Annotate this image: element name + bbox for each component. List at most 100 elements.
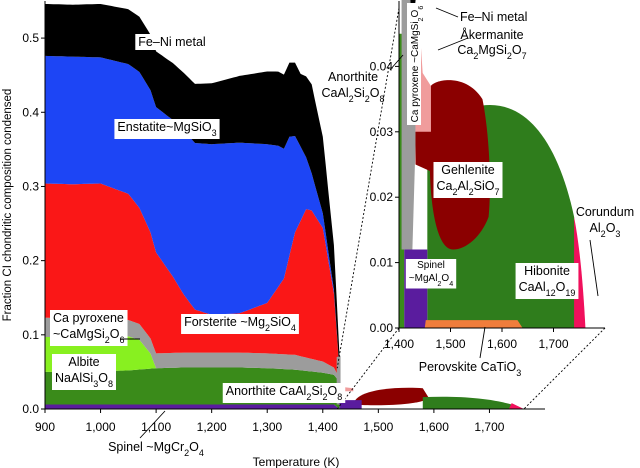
x-tick-label: 900 xyxy=(35,420,55,434)
label-text: ~MgAl2O4 xyxy=(409,273,453,288)
label-pointer xyxy=(139,410,166,439)
label-box xyxy=(135,34,209,50)
connector-line xyxy=(336,327,400,410)
x-tick-label: 1,100 xyxy=(141,420,171,434)
y-tick-label: 0.1 xyxy=(22,328,39,342)
strip-hibonite xyxy=(422,396,515,409)
label-pointer xyxy=(437,37,469,51)
label-box xyxy=(407,3,421,125)
label-text: Al2O3 xyxy=(590,221,621,239)
label-text: ~CaMgSi2O6 xyxy=(53,327,125,345)
label-pointer xyxy=(389,54,404,71)
y-tick-label: 0.5 xyxy=(22,31,39,45)
inset-x-tick-label: 1,700 xyxy=(538,337,568,351)
region-labels: Fe–Ni metal Enstatite~MgSiO3 Forsterite ~M… xyxy=(50,3,634,458)
y-axis-label: Fraction CI chondritic composition conde… xyxy=(2,89,14,322)
label-text: Anorthite CaAl2Si2O8 xyxy=(226,384,343,402)
x-tick-label: 1,000 xyxy=(86,420,116,434)
label-box xyxy=(222,383,346,403)
label-text: Anorthite xyxy=(328,70,378,84)
inset-x-tick-label: 1,600 xyxy=(487,337,517,351)
label-box xyxy=(114,119,220,139)
connector-line xyxy=(336,7,400,369)
label-anorthite: Anorthite CaAl2Si2O8 xyxy=(222,383,346,403)
inset-x-tick-label: 1,500 xyxy=(435,337,465,351)
label-text: Hibonite xyxy=(524,264,570,278)
label-text: Albite xyxy=(68,355,99,369)
strip-corundum xyxy=(508,403,524,409)
area-albite xyxy=(45,336,340,382)
axes: 900 1,000 1,100 1,200 1,300 1,400 1,500 1,600 1,… xyxy=(2,1,605,468)
high-temperature-strip xyxy=(336,355,524,409)
label-pointer xyxy=(589,239,599,297)
inset-x-tick-label: 1,400 xyxy=(384,337,414,351)
label-text: Spinel xyxy=(417,260,445,271)
label-i_ca_pyroxene: Ca pyroxene ~CaMgSi2O6 xyxy=(407,3,425,125)
label-text: Ca2Al2SiO7 xyxy=(437,179,500,197)
label-text: Fe–Ni metal xyxy=(460,10,527,24)
label-i_feni: Fe–Ni metal xyxy=(460,10,527,24)
x-axis-label: Temperature (K) xyxy=(253,455,340,468)
label-albite: Albite NaAlSi3O8 xyxy=(52,354,116,390)
label-text: Åkermanite xyxy=(460,27,523,42)
y-tick-label: 0.3 xyxy=(22,179,39,193)
inset-area-i_corundum xyxy=(574,216,586,328)
x-tick-label: 1,300 xyxy=(252,420,282,434)
inset-y-tick-label: 0.02 xyxy=(370,190,394,204)
inset-y-tick-label: 0.03 xyxy=(370,125,394,139)
x-tick-label: 1,400 xyxy=(308,420,338,434)
label-ca_pyroxene: Ca pyroxene ~CaMgSi2O6 xyxy=(50,310,128,346)
label-text: Ca pyroxene ~CaMgSi2O6 xyxy=(410,6,425,123)
x-tick-label: 1,700 xyxy=(474,420,504,434)
inset-chart-areas xyxy=(399,0,605,329)
label-i_perovskite: Perovskite CaTiO3 xyxy=(419,360,522,378)
main-chart-areas xyxy=(45,4,340,409)
label-forsterite: Forsterite ~Mg2SiO4 xyxy=(181,314,299,334)
inset-y-tick-label: 0.00 xyxy=(370,321,394,335)
label-box xyxy=(50,310,128,346)
label-i_corundum: Corundum Al2O3 xyxy=(576,205,634,239)
label-pointer xyxy=(435,7,459,18)
label-text: Gehlenite xyxy=(441,163,495,177)
label-i_gehlenite: Gehlenite Ca2Al2SiO7 xyxy=(433,162,503,198)
x-tick-label: 1,200 xyxy=(197,420,227,434)
zoom-connector-lines xyxy=(336,7,606,410)
label-spinel_mgcr: Spinel ~MgCr2O4 xyxy=(108,440,204,458)
label-box xyxy=(52,354,116,390)
label-text: Enstatite~MgSiO3 xyxy=(117,120,216,138)
label-box xyxy=(433,162,503,198)
label-box xyxy=(181,314,299,334)
label-text: Ca pyroxene xyxy=(53,311,124,325)
label-i_anorthite: Anorthite CaAl2Si2O8 xyxy=(322,70,385,104)
inset-y-tick-label: 0.01 xyxy=(370,256,394,270)
label-i_hibonite: Hibonite CaAl12O19 xyxy=(515,263,579,299)
inset-y-tick-label: 0.04 xyxy=(370,59,394,73)
label-box xyxy=(405,259,457,289)
y-tick-label: 0.4 xyxy=(22,105,39,119)
inset-area-i_perovskite xyxy=(424,320,523,328)
label-text: Ca2MgSi2O7 xyxy=(457,43,526,61)
label-pointer xyxy=(479,326,486,359)
x-tick-label: 1,500 xyxy=(363,420,393,434)
label-box xyxy=(515,263,579,299)
connector-line xyxy=(523,327,606,410)
strip-gehlenite xyxy=(353,387,429,406)
label-enstatite: Enstatite~MgSiO3 xyxy=(114,119,220,139)
area-feni xyxy=(45,4,340,370)
label-text: Forsterite ~Mg2SiO4 xyxy=(184,315,296,333)
label-feni: Fe–Ni metal xyxy=(135,34,209,50)
label-text: CaAl12O19 xyxy=(519,280,576,298)
y-tick-label: 0.0 xyxy=(22,402,39,416)
label-text: CaAl2Si2O8 xyxy=(322,86,385,104)
label-text: Fe–Ni metal xyxy=(138,35,205,49)
x-tick-label: 1,600 xyxy=(419,420,449,434)
label-i_spinel: Spinel ~MgAl2O4 xyxy=(405,259,457,289)
y-tick-label: 0.2 xyxy=(22,254,39,268)
label-text: Corundum xyxy=(576,205,634,219)
label-text: Spinel ~MgCr2O4 xyxy=(108,440,204,458)
label-text: Perovskite CaTiO3 xyxy=(419,360,522,378)
label-text: NaAlSi3O8 xyxy=(55,371,113,389)
area-spinel_mgcr xyxy=(45,404,340,409)
